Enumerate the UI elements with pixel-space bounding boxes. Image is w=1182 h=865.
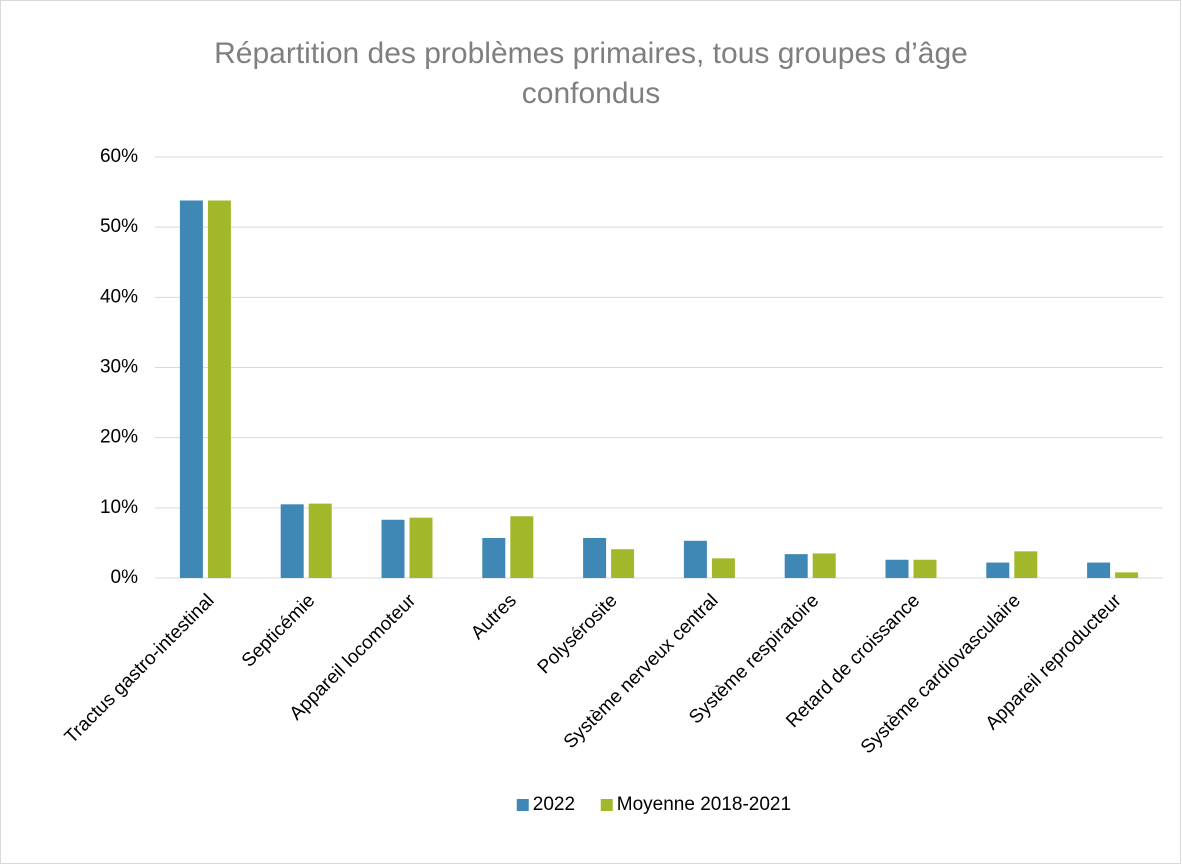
y-tick-label: 60% bbox=[100, 146, 138, 167]
bar bbox=[812, 553, 836, 578]
y-tick-label: 30% bbox=[100, 357, 138, 378]
bar bbox=[409, 517, 433, 578]
bar bbox=[611, 549, 635, 578]
bar bbox=[711, 558, 735, 578]
legend-label: Moyenne 2018-2021 bbox=[617, 794, 791, 815]
bar bbox=[482, 538, 506, 578]
bar bbox=[885, 559, 909, 578]
y-tick-label: 40% bbox=[100, 286, 138, 307]
bar bbox=[381, 519, 405, 578]
y-tick-label: 20% bbox=[100, 427, 138, 448]
chart-title: Répartition des problèmes primaires, tou… bbox=[214, 37, 968, 110]
legend-label: 2022 bbox=[533, 794, 575, 815]
bar bbox=[913, 559, 937, 578]
bar bbox=[308, 503, 332, 578]
bar bbox=[683, 540, 707, 578]
y-tick-label: 10% bbox=[100, 497, 138, 518]
bar bbox=[179, 200, 203, 578]
y-tick-label: 0% bbox=[111, 567, 139, 588]
bar bbox=[280, 504, 304, 578]
legend-swatch bbox=[600, 799, 613, 811]
legend-swatch bbox=[516, 799, 529, 811]
bar bbox=[1115, 572, 1139, 578]
bar bbox=[1014, 551, 1038, 578]
bar bbox=[583, 538, 607, 578]
bar bbox=[784, 554, 808, 578]
bar bbox=[1087, 562, 1111, 578]
y-tick-label: 50% bbox=[100, 216, 138, 237]
bar bbox=[207, 200, 231, 578]
bar bbox=[510, 516, 534, 578]
bar bbox=[986, 562, 1010, 578]
